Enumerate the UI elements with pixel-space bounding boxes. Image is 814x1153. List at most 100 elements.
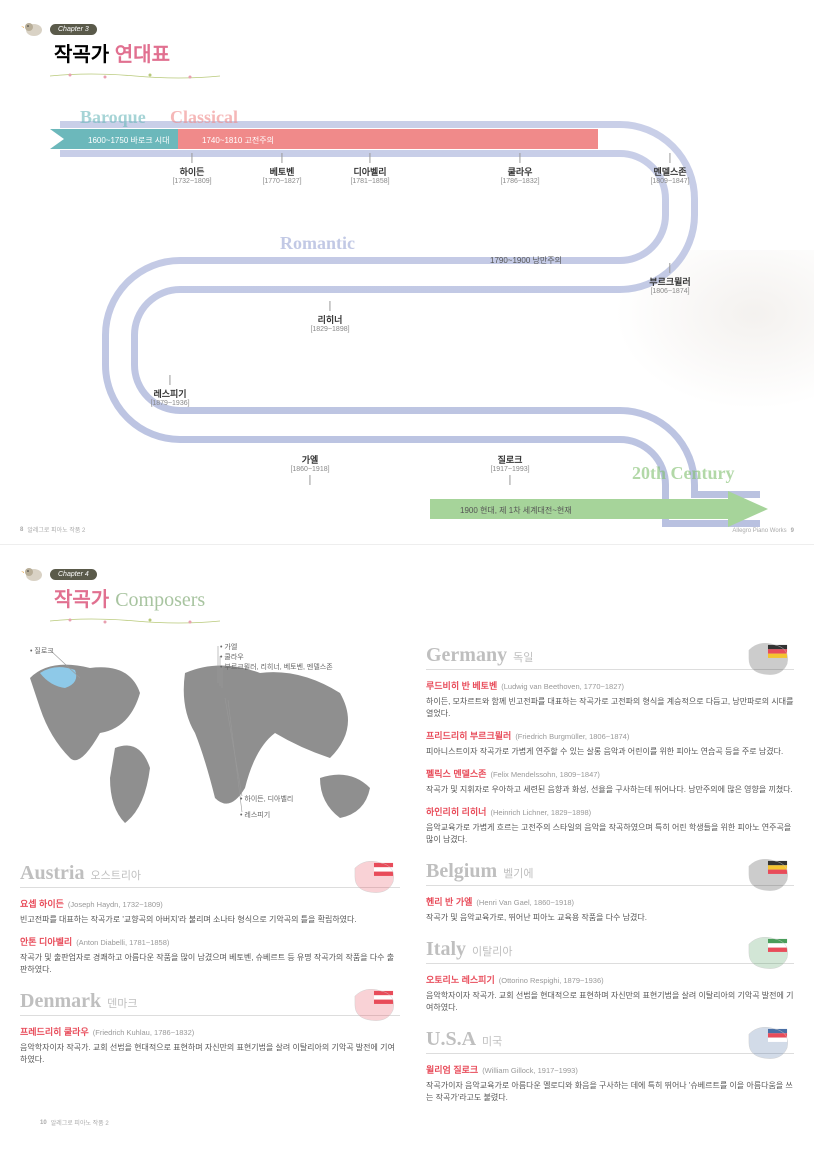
- entry-meta: (Heinrich Lichner, 1829~1898): [490, 808, 591, 817]
- entry-name: 펠릭스 멘델스존: [426, 769, 486, 779]
- world-map: • 질로크 • 가엘• 쿨라우• 부르크뮐러, 리히너, 베토벤, 멘델스존 • 하…: [20, 638, 400, 848]
- entry-name: 윌리엄 질로크: [426, 1065, 478, 1075]
- chapter-bubble: Chapter 4: [50, 569, 97, 580]
- tick-line: [370, 153, 371, 163]
- composer-entry: 오토리노 레스피기(Ottorino Respighi, 1879~1936)음…: [426, 970, 794, 1014]
- composer-entry: 헨리 반 가엘 (Henri Van Gael, 1860~1918) 작곡가 및 …: [426, 892, 794, 924]
- era-bar-baroque: 1600~1750 바로크 시대: [88, 135, 170, 146]
- composer-tick: 레스피기[1879~1936]: [150, 375, 189, 407]
- flag-map-icon: [742, 1022, 794, 1062]
- composer-name: 하이든: [172, 165, 211, 178]
- country-en: Italy: [426, 938, 466, 961]
- composer-entry: 요셉 하이든(Joseph Haydn, 1732~1809)빈고전파를 대표하…: [20, 894, 400, 926]
- entry-name: 하인리히 리히너: [426, 807, 486, 817]
- chapter-title: 작곡가 Composers: [54, 583, 220, 612]
- era-label-century20: 20th Century: [632, 463, 735, 484]
- composer-tick: 디아벨리[1781~1858]: [350, 153, 389, 185]
- flag-map-icon: [348, 984, 400, 1024]
- entry-meta: (Anton Diabelli, 1781~1858): [76, 938, 169, 947]
- country-en: Austria: [20, 862, 84, 885]
- era-bar-century20: 1900 현대, 제 1차 세계대전~현재: [460, 505, 572, 516]
- composer-years: [1917~1993]: [490, 466, 529, 473]
- entry-desc: 하이든, 모차르트와 함께 빈고전파를 대표하는 작곡가로 고전파의 형식을 계…: [426, 696, 794, 720]
- tick-line: [192, 153, 193, 163]
- composer-tick: 멘델스존[1809~1847]: [650, 153, 689, 185]
- composer-years: [1809~1847]: [650, 178, 689, 185]
- entry-meta: (Ludwig van Beethoven, 1770~1827): [501, 682, 624, 691]
- composer-years: [1806~1874]: [649, 288, 690, 295]
- timeline-page: Chapter 3 작곡가 연대표: [0, 0, 814, 540]
- tick-line: [330, 301, 331, 311]
- page-num: 10: [40, 1120, 47, 1126]
- tick-line: [510, 475, 511, 485]
- country-kr: 독일: [513, 649, 533, 665]
- composer-entry: 루드비히 반 베토벤 (Ludwig van Beethoven, 1770~18…: [426, 676, 794, 720]
- map-callout: • 가엘: [220, 642, 237, 652]
- country-kr: 이탈리아: [472, 943, 512, 959]
- composer-tick: 하이든[1732~1809]: [172, 153, 211, 185]
- country-en: Belgium: [426, 860, 497, 883]
- entry-name: 헨리 반 가엘: [426, 897, 472, 907]
- composer-name: 멘델스존: [650, 165, 689, 178]
- country-head: Denmark덴마크: [20, 990, 400, 1016]
- composer-years: [1860~1918]: [290, 466, 329, 473]
- left-column: • 질로크 • 가엘• 쿨라우• 부르크뮐러, 리히너, 베토벤, 멘델스존 • 하…: [20, 630, 400, 1104]
- country-head: Germany독일: [426, 644, 794, 670]
- map-callout: • 부르크뮐러, 리히너, 베토벤, 멘델스존: [220, 662, 333, 672]
- entry-desc: 피아니스트이자 작곡가로 가볍게 연주할 수 있는 살롱 음악과 어린이를 위한…: [426, 746, 794, 758]
- map-callout: • 질로크: [30, 646, 54, 656]
- composer-name: 부르크뮐러: [649, 275, 690, 288]
- entry-meta: (Henri Van Gael, 1860~1918): [476, 898, 574, 907]
- tick-line: [310, 475, 311, 485]
- composer-years: [1770~1827]: [262, 178, 301, 185]
- title-accent: 연대표: [115, 44, 170, 66]
- composer-name: 베토벤: [262, 165, 301, 178]
- composer-name: 레스피기: [150, 387, 189, 400]
- country-kr: 벨기에: [503, 865, 533, 881]
- composer-tick: 질로크[1917~1993]: [490, 453, 529, 485]
- composer-tick: 베토벤[1770~1827]: [262, 153, 301, 185]
- page-num: 9: [791, 528, 794, 534]
- map-callout: • 하이든, 디아벨리: [240, 794, 293, 804]
- footer-text: Allegro Piano Works: [732, 528, 786, 534]
- era-label-baroque: Baroque: [80, 107, 146, 128]
- entry-desc: 작곡가이자 음악교육가로 아름다운 멜로디와 화음을 구사하는 데에 특히 뛰어…: [426, 1080, 794, 1104]
- page2-footer-left: 10 알레그로 피아노 작품 2: [40, 1118, 814, 1127]
- tick-line: [170, 375, 171, 385]
- entry-meta: (Friedrich Burgmüller, 1806~1874): [515, 732, 629, 741]
- chapter-3-header: Chapter 3 작곡가 연대표: [20, 18, 794, 85]
- two-column-layout: • 질로크 • 가엘• 쿨라우• 부르크뮐러, 리히너, 베토벤, 멘델스존 • 하…: [20, 630, 794, 1104]
- country-kr: 미국: [482, 1033, 502, 1049]
- entry-name: 프레드리히 쿨라우: [20, 1027, 89, 1037]
- map-callout: • 쿨라우: [220, 652, 244, 662]
- title-en: Composers: [115, 589, 205, 612]
- entry-desc: 음악학자이자 작곡가. 교회 선법을 현대적으로 표현하며 자신만의 표현기법을…: [426, 990, 794, 1014]
- composer-tick: 리히너[1829~1898]: [310, 301, 349, 333]
- country-head: Austria 오스트리아: [20, 862, 400, 888]
- vine-icon: [50, 72, 220, 80]
- timeline-canvas: Baroque Classical Romantic 20th Century …: [20, 105, 794, 545]
- country-block: Denmark덴마크프레드리히 쿨라우(Friedrich Kuhlau, 17…: [20, 990, 400, 1066]
- country-block: Belgium 벨기에헨리 반 가엘 (Henri Van Gael, 1860~1…: [426, 860, 794, 924]
- entry-desc: 작곡가 및 음악교육가로, 뛰어난 피아노 교육용 작품을 다수 남겼다.: [426, 912, 794, 924]
- country-kr: 오스트리아: [90, 867, 141, 883]
- country-head: Belgium 벨기에: [426, 860, 794, 886]
- footer-text: 알레그로 피아노 작품 2: [51, 1118, 109, 1127]
- chapter-bubble: Chapter 3: [50, 24, 97, 35]
- title-kr: 작곡가: [54, 583, 109, 612]
- country-block: Italy 이탈리아오토리노 레스피기(Ottorino Respighi, 18…: [426, 938, 794, 1014]
- composer-name: 쿨라우: [500, 165, 539, 178]
- entry-name: 안톤 디아벨리: [20, 937, 72, 947]
- entry-name: 루드비히 반 베토벤: [426, 681, 497, 691]
- composer-entry: 안톤 디아벨리 (Anton Diabelli, 1781~1858) 작곡가 및 …: [20, 932, 400, 976]
- page1-footer-right: Allegro Piano Works 9: [732, 528, 794, 534]
- tick-line: [520, 153, 521, 163]
- country-head: U.S.A미국: [426, 1028, 794, 1054]
- entry-desc: 작곡가 및 출판업자로 경쾌하고 아름다운 작품을 많이 남겼으며 베토벤, 슈…: [20, 952, 400, 976]
- tick-line: [670, 153, 671, 163]
- country-kr: 덴마크: [107, 995, 137, 1011]
- era-label-classical: Classical: [170, 107, 238, 128]
- composer-years: [1786~1832]: [500, 178, 539, 185]
- composer-entry: 윌리엄 질로크(William Gillock, 1917~1993)작곡가이자…: [426, 1060, 794, 1104]
- map-callout: • 레스피기: [240, 810, 270, 820]
